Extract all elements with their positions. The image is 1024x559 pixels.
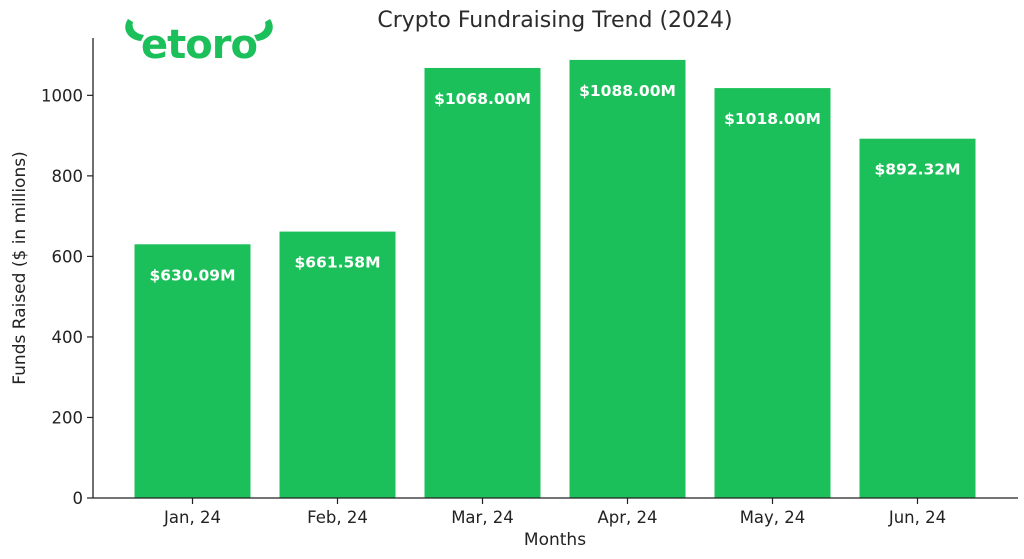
logo-left-horn: [125, 19, 144, 41]
x-tick-label: Mar, 24: [451, 508, 514, 527]
y-tick-label: 800: [52, 167, 84, 186]
bar-value-label: $892.32M: [874, 161, 960, 179]
x-tick-label: Apr, 24: [597, 508, 657, 527]
bar-0: [134, 244, 251, 498]
bar-value-label: $1068.00M: [434, 90, 531, 108]
logo-wordmark: etoro: [141, 22, 257, 68]
y-tick-label: 200: [52, 408, 84, 427]
bar-value-label: $1018.00M: [724, 110, 821, 128]
y-tick-label: 600: [52, 247, 84, 266]
bar-value-label: $630.09M: [149, 266, 235, 284]
x-axis-label: Months: [524, 530, 586, 550]
x-ticks-group: Jan, 24 Feb, 24 Mar, 24 Apr, 24 May, 24 Jun, …: [163, 498, 946, 527]
chart-title: Crypto Fundraising Trend (2024): [377, 8, 732, 33]
x-tick-label: Feb, 24: [307, 508, 368, 527]
y-ticks-group: 0 200 400 600 800 1000: [41, 86, 93, 508]
y-tick-label: 0: [73, 489, 84, 508]
bar-value-label: $661.58M: [294, 254, 380, 272]
bar-labels-group: $630.09M $661.58M $1068.00M $1088.00M $1018.…: [149, 82, 960, 284]
etoro-logo: etoro: [125, 19, 273, 68]
bars-group: [134, 59, 976, 499]
y-axis-label: Funds Raised ($ in millions): [10, 151, 30, 384]
bar-value-label: $1088.00M: [579, 82, 676, 100]
bar-2: [424, 67, 541, 499]
bar-5: [859, 138, 976, 498]
x-tick-label: Jan, 24: [163, 508, 221, 527]
x-tick-label: May, 24: [740, 508, 806, 527]
y-tick-label: 1000: [41, 86, 83, 105]
logo-right-horn: [254, 19, 273, 41]
bar-1: [279, 231, 396, 499]
bar-3: [569, 59, 686, 499]
x-tick-label: Jun, 24: [888, 508, 946, 527]
y-tick-label: 400: [52, 328, 84, 347]
bar-4: [714, 88, 831, 498]
